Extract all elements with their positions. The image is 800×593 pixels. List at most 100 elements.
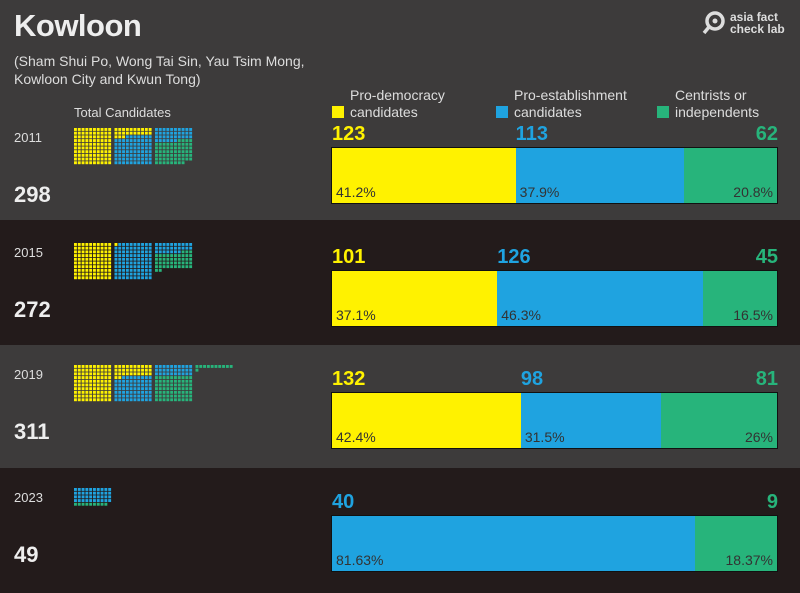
candidate-dot <box>148 246 152 250</box>
candidate-dot <box>155 398 158 402</box>
magnifier-icon <box>702 11 725 35</box>
candidate-dot <box>133 398 137 402</box>
candidate-dot <box>85 394 89 398</box>
candidate-dot <box>148 365 152 368</box>
candidate-dot <box>137 246 141 250</box>
candidate-dot <box>177 142 181 146</box>
candidate-dot <box>74 376 77 379</box>
candidate-dot <box>125 257 129 261</box>
candidate-dot <box>74 499 77 502</box>
candidate-dot <box>93 246 96 250</box>
candidate-dot <box>77 499 81 502</box>
candidate-dot <box>81 142 85 146</box>
candidate-dot <box>77 243 81 246</box>
candidate-dot <box>125 372 129 376</box>
candidate-dot <box>141 387 144 391</box>
candidate-dot <box>133 276 137 280</box>
candidate-dot <box>77 276 81 280</box>
candidate-dot <box>77 502 81 506</box>
candidate-dot <box>185 376 189 379</box>
candidate-dot <box>189 150 193 154</box>
candidate-dot <box>93 398 96 402</box>
candidate-dot <box>89 276 93 280</box>
candidate-dot <box>108 257 112 261</box>
candidate-dot <box>74 250 77 254</box>
candidate-dot <box>133 390 137 394</box>
candidate-dot <box>122 390 125 394</box>
candidate-dot <box>81 390 85 394</box>
candidate-dot <box>85 491 89 495</box>
candidate-dot <box>133 261 137 265</box>
candidate-dot <box>170 379 174 383</box>
candidate-dot <box>155 254 158 257</box>
candidate-dot <box>96 250 100 254</box>
candidate-dot <box>85 398 89 402</box>
candidate-dot <box>170 135 174 139</box>
candidate-dot <box>81 276 85 280</box>
candidate-dot <box>174 372 177 376</box>
candidate-dot <box>129 157 133 161</box>
candidate-dot <box>122 398 125 402</box>
candidate-dot <box>93 139 96 142</box>
candidate-dot <box>122 376 125 379</box>
candidate-dot <box>122 265 125 269</box>
candidate-dot <box>170 157 174 161</box>
candidate-dot <box>125 368 129 372</box>
candidate-dot <box>81 376 85 379</box>
candidate-dot <box>125 365 129 368</box>
candidate-dot <box>96 153 100 157</box>
candidate-dot <box>181 261 185 265</box>
candidate-dot <box>133 368 137 372</box>
candidate-dot <box>174 387 177 391</box>
candidate-dot <box>133 268 137 272</box>
candidate-dot <box>89 153 93 157</box>
candidate-dot <box>222 365 225 368</box>
candidate-dot <box>114 135 118 139</box>
candidate-dot <box>148 387 152 391</box>
stacked-bar: 37.1% 46.3% 16.5% <box>331 270 778 327</box>
candidate-dot <box>144 376 148 379</box>
candidate-dot <box>74 131 77 135</box>
candidate-dot <box>108 250 112 254</box>
candidate-dot <box>181 250 185 254</box>
candidate-dot <box>96 368 100 372</box>
candidate-dot <box>148 254 152 257</box>
candidate-dot <box>77 142 81 146</box>
candidate-dot <box>133 153 137 157</box>
candidate-dot <box>118 383 122 387</box>
candidate-dot <box>81 368 85 372</box>
candidate-dot <box>125 390 129 394</box>
candidate-dot <box>89 157 93 161</box>
candidate-dot <box>125 387 129 391</box>
candidate-dot <box>93 394 96 398</box>
candidate-dot <box>100 139 104 142</box>
candidate-dot <box>96 142 100 146</box>
candidate-dot <box>104 383 108 387</box>
candidate-dot <box>189 142 193 146</box>
candidate-dot <box>77 398 81 402</box>
candidate-dot <box>189 379 193 383</box>
candidate-dot <box>170 246 174 250</box>
candidate-dot <box>93 379 96 383</box>
candidate-dot <box>189 383 193 387</box>
candidate-dot-grid <box>74 243 193 280</box>
candidate-dot <box>104 376 108 379</box>
candidate-dot <box>148 272 152 276</box>
candidate-dot <box>148 139 152 142</box>
candidate-dot <box>93 383 96 387</box>
candidate-dot <box>104 372 108 376</box>
year-label: 2011 <box>14 130 42 145</box>
candidate-dot <box>129 135 133 139</box>
candidate-dot <box>85 135 89 139</box>
candidate-dot <box>81 150 85 154</box>
candidate-dot <box>85 488 89 491</box>
candidate-dot <box>148 257 152 261</box>
candidate-dot <box>148 276 152 280</box>
candidate-dot-grid <box>74 488 112 506</box>
candidate-dot <box>114 153 118 157</box>
candidate-dot <box>141 368 144 372</box>
candidate-dot <box>74 491 77 495</box>
candidate-dot <box>125 153 129 157</box>
candidate-dot <box>129 161 133 165</box>
candidate-dot <box>166 146 170 150</box>
